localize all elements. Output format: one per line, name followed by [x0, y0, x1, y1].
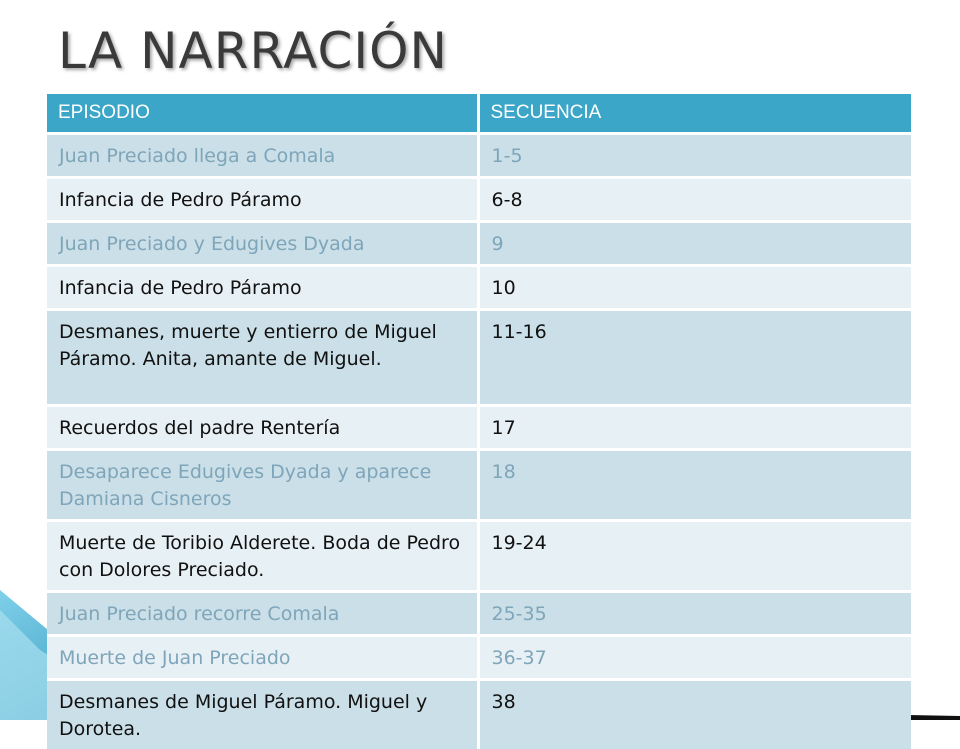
- episode-cell: Recuerdos del padre Rentería: [47, 406, 478, 450]
- sequence-cell: 25-35: [478, 592, 911, 636]
- narration-table: EPISODIO SECUENCIA Juan Preciado llega a…: [47, 94, 911, 749]
- table-row: Juan Preciado llega a Comala 1-5: [47, 134, 911, 178]
- sequence-cell: 36-37: [478, 636, 911, 680]
- sequence-cell: 10: [478, 266, 911, 310]
- table-row: Juan Preciado y Edugives Dyada 9: [47, 222, 911, 266]
- sequence-cell: 1-5: [478, 134, 911, 178]
- episode-cell: Desmanes, muerte y entierro de Miguel Pá…: [47, 310, 478, 406]
- table-row: Muerte de Juan Preciado 36-37: [47, 636, 911, 680]
- episode-cell: Muerte de Juan Preciado: [47, 636, 478, 680]
- table-row: Desaparece Edugives Dyada y aparece Dami…: [47, 450, 911, 521]
- table-row: Infancia de Pedro Páramo 6-8: [47, 178, 911, 222]
- table-row: Desmanes de Miguel Páramo. Miguel y Doro…: [47, 680, 911, 749]
- sequence-cell: 9: [478, 222, 911, 266]
- header-secuencia: SECUENCIA: [478, 94, 911, 134]
- sequence-cell: 6-8: [478, 178, 911, 222]
- episode-cell: Infancia de Pedro Páramo: [47, 178, 478, 222]
- sequence-cell: 38: [478, 680, 911, 749]
- table-row: Juan Preciado recorre Comala 25-35: [47, 592, 911, 636]
- episode-cell: Juan Preciado recorre Comala: [47, 592, 478, 636]
- header-episodio: EPISODIO: [47, 94, 478, 134]
- table-row: Recuerdos del padre Rentería 17: [47, 406, 911, 450]
- slide-title: LA NARRACIÓN: [58, 22, 448, 80]
- sequence-cell: 11-16: [478, 310, 911, 406]
- table-row: Desmanes, muerte y entierro de Miguel Pá…: [47, 310, 911, 406]
- episode-cell: Desaparece Edugives Dyada y aparece Dami…: [47, 450, 478, 521]
- episode-cell: Desmanes de Miguel Páramo. Miguel y Doro…: [47, 680, 478, 749]
- table-row: Muerte de Toribio Alderete. Boda de Pedr…: [47, 521, 911, 592]
- episode-cell: Muerte de Toribio Alderete. Boda de Pedr…: [47, 521, 478, 592]
- table-row: Infancia de Pedro Páramo 10: [47, 266, 911, 310]
- sequence-cell: 17: [478, 406, 911, 450]
- episode-cell: Juan Preciado y Edugives Dyada: [47, 222, 478, 266]
- table-header-row: EPISODIO SECUENCIA: [47, 94, 911, 134]
- episode-cell: Juan Preciado llega a Comala: [47, 134, 478, 178]
- sequence-cell: 18: [478, 450, 911, 521]
- sequence-cell: 19-24: [478, 521, 911, 592]
- episode-cell: Infancia de Pedro Páramo: [47, 266, 478, 310]
